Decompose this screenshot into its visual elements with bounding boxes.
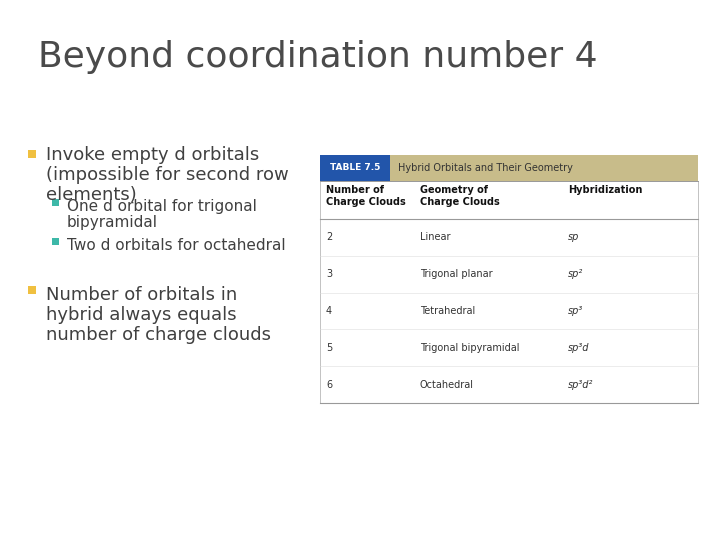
Text: hybrid always equals: hybrid always equals bbox=[46, 306, 237, 324]
Text: Invoke empty d orbitals: Invoke empty d orbitals bbox=[46, 146, 259, 164]
Text: 3: 3 bbox=[326, 269, 332, 279]
Text: One d orbital for trigonal: One d orbital for trigonal bbox=[67, 199, 257, 214]
Text: 6: 6 bbox=[326, 380, 332, 389]
FancyBboxPatch shape bbox=[320, 181, 698, 403]
Text: Linear: Linear bbox=[420, 232, 451, 242]
Text: Number of orbitals in: Number of orbitals in bbox=[46, 286, 238, 304]
Text: sp: sp bbox=[568, 232, 580, 242]
Text: Number of
Charge Clouds: Number of Charge Clouds bbox=[326, 185, 406, 207]
Text: 5: 5 bbox=[326, 343, 332, 353]
Text: sp³d: sp³d bbox=[568, 343, 590, 353]
Text: Octahedral: Octahedral bbox=[420, 380, 474, 389]
Text: sp²: sp² bbox=[568, 269, 583, 279]
Text: Trigonal planar: Trigonal planar bbox=[420, 269, 492, 279]
Text: Two d orbitals for octahedral: Two d orbitals for octahedral bbox=[67, 238, 286, 253]
FancyBboxPatch shape bbox=[320, 155, 390, 181]
Text: 4: 4 bbox=[326, 306, 332, 316]
Text: bipyramidal: bipyramidal bbox=[67, 215, 158, 230]
Text: Geometry of
Charge Clouds: Geometry of Charge Clouds bbox=[420, 185, 500, 207]
Text: (impossible for second row: (impossible for second row bbox=[46, 166, 289, 184]
FancyBboxPatch shape bbox=[52, 238, 59, 245]
FancyBboxPatch shape bbox=[320, 155, 698, 181]
FancyBboxPatch shape bbox=[28, 286, 36, 294]
Text: TABLE 7.5: TABLE 7.5 bbox=[330, 164, 380, 172]
Text: sp³d²: sp³d² bbox=[568, 380, 593, 389]
Text: elements): elements) bbox=[46, 186, 137, 204]
Text: Trigonal bipyramidal: Trigonal bipyramidal bbox=[420, 343, 520, 353]
Text: 2: 2 bbox=[326, 232, 332, 242]
Text: sp³: sp³ bbox=[568, 306, 583, 316]
Text: Hybrid Orbitals and Their Geometry: Hybrid Orbitals and Their Geometry bbox=[398, 163, 573, 173]
Text: Tetrahedral: Tetrahedral bbox=[420, 306, 475, 316]
Text: number of charge clouds: number of charge clouds bbox=[46, 326, 271, 344]
FancyBboxPatch shape bbox=[28, 150, 36, 158]
Text: Hybridization: Hybridization bbox=[568, 185, 642, 195]
FancyBboxPatch shape bbox=[52, 199, 59, 206]
Text: Beyond coordination number 4: Beyond coordination number 4 bbox=[38, 40, 598, 74]
